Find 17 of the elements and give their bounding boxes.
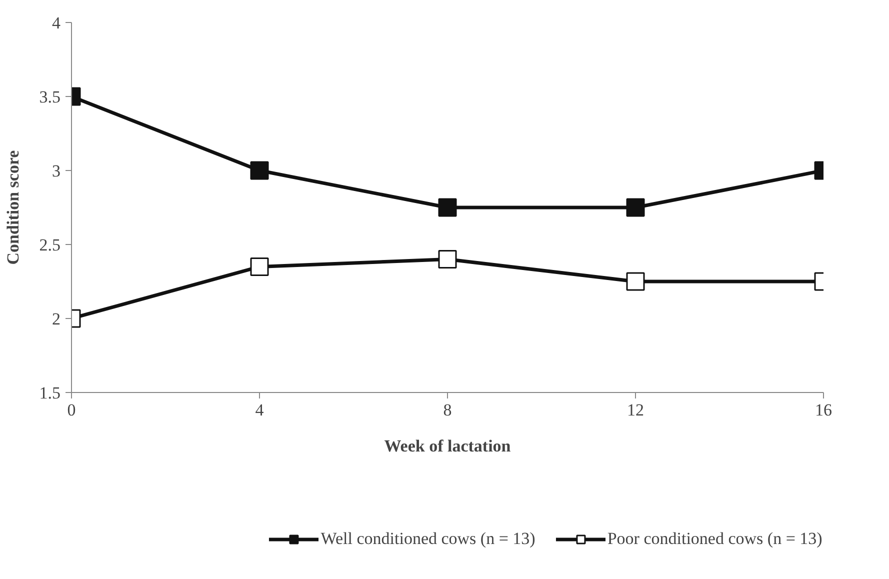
x-tick-label: 0 <box>67 400 76 420</box>
point <box>438 250 457 269</box>
legend-label: Well conditioned cows (n = 13) <box>320 529 536 549</box>
legend-label: Poor conditioned cows (n = 13) <box>607 529 822 549</box>
point <box>438 198 457 217</box>
y-tick-label: 1.5 <box>39 384 60 402</box>
y-axis-title: Condition score <box>3 150 22 265</box>
x-axis-title: Week of lactation <box>384 436 512 456</box>
x-tick-label: 4 <box>255 400 264 420</box>
y-tick-label: 2 <box>52 310 60 328</box>
x-tick-label: 12 <box>627 400 644 420</box>
y-tick-label: 4 <box>52 14 61 32</box>
y-tick-label: 3 <box>52 162 60 180</box>
y-tick-label: 3.5 <box>39 88 60 106</box>
y-tick-label: 2.5 <box>39 236 60 254</box>
x-tick-label: 16 <box>815 400 832 420</box>
x-tick-label: 8 <box>443 400 452 420</box>
